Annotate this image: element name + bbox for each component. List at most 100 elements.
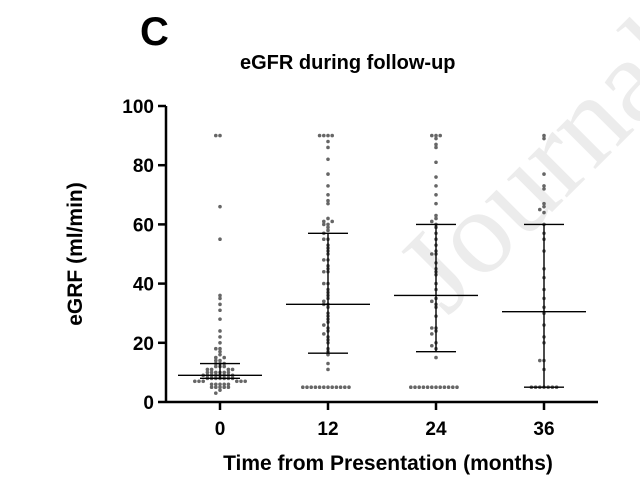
data-point: [322, 133, 326, 138]
x-tick-label: 0: [215, 419, 226, 440]
data-point: [326, 145, 330, 150]
data-point: [218, 308, 222, 313]
x-tick-label: 12: [317, 419, 338, 440]
data-point: [446, 385, 451, 390]
data-point: [218, 358, 222, 363]
data-point: [301, 385, 305, 390]
data-point: [214, 133, 218, 138]
data-point: [438, 133, 443, 138]
data-point: [434, 136, 438, 141]
data-point: [338, 385, 343, 390]
data-point: [542, 184, 546, 188]
data-point: [322, 269, 326, 274]
data-point: [326, 139, 330, 144]
data-point: [330, 219, 335, 224]
data-point: [205, 370, 210, 375]
data-point: [209, 367, 214, 372]
data-point: [343, 385, 347, 390]
data-point: [326, 172, 330, 176]
data-points: [193, 133, 559, 395]
data-point: [542, 204, 546, 209]
data-point: [239, 379, 243, 384]
data-point: [209, 370, 214, 375]
data-point: [326, 198, 330, 203]
data-point: [209, 385, 214, 390]
y-tick-label: 100: [122, 97, 154, 118]
data-point: [218, 296, 222, 301]
data-point: [542, 210, 546, 215]
data-point: [434, 201, 438, 206]
data-point: [334, 385, 339, 390]
data-point: [326, 184, 330, 188]
data-point: [430, 343, 434, 348]
data-point: [322, 281, 326, 286]
axes: [164, 106, 598, 404]
data-point: [235, 379, 239, 384]
y-tick-label: 60: [133, 215, 154, 236]
panel-label: C: [140, 10, 169, 54]
y-tick-label: 0: [143, 393, 154, 414]
data-point: [218, 204, 222, 209]
data-point: [434, 142, 438, 147]
data-point: [434, 385, 438, 390]
data-point: [430, 332, 434, 336]
data-point: [317, 385, 322, 390]
data-point: [322, 219, 326, 224]
data-point: [322, 299, 326, 304]
data-point: [226, 382, 231, 387]
data-point: [451, 385, 455, 390]
data-point: [226, 370, 231, 375]
y-tick-label: 20: [133, 334, 154, 355]
y-ticks: 0 20 40 60 80 100: [122, 97, 166, 414]
data-point: [218, 388, 222, 392]
data-point: [226, 367, 231, 372]
data-point: [430, 252, 434, 256]
data-point: [542, 172, 546, 176]
data-point: [313, 385, 318, 390]
data-point: [542, 136, 546, 141]
data-point: [214, 385, 218, 390]
data-point: [434, 355, 438, 360]
data-point: [413, 385, 417, 390]
data-point: [542, 133, 546, 138]
data-point: [330, 133, 335, 138]
data-point: [193, 379, 197, 384]
data-point: [326, 228, 330, 233]
data-point: [326, 385, 330, 390]
y-axis-title: eGRF (ml/min): [64, 182, 87, 326]
data-point: [326, 201, 330, 206]
data-point: [322, 323, 326, 327]
data-point: [214, 346, 218, 351]
x-axis-title: Time from Presentation (months): [223, 452, 553, 475]
data-point: [434, 145, 438, 150]
data-point: [222, 364, 226, 369]
data-point: [214, 364, 218, 369]
data-point: [214, 370, 218, 375]
y-tick-label: 80: [133, 156, 154, 177]
data-point: [317, 133, 322, 138]
data-point: [434, 213, 438, 218]
x-tick-label: 36: [533, 419, 554, 440]
data-point: [417, 385, 422, 390]
data-point: [434, 193, 438, 197]
data-point: [538, 358, 542, 363]
data-point: [434, 184, 438, 188]
data-point: [326, 367, 330, 372]
data-point: [322, 385, 326, 390]
data-point: [455, 385, 459, 390]
data-point: [309, 385, 314, 390]
data-point: [330, 385, 335, 390]
data-point: [243, 379, 247, 384]
data-point: [434, 160, 438, 165]
data-point: [347, 385, 351, 390]
data-point: [222, 370, 226, 375]
data-point: [218, 237, 222, 241]
data-point: [430, 326, 434, 330]
data-point: [421, 385, 426, 390]
data-point: [197, 379, 201, 384]
data-point: [430, 219, 434, 224]
data-point: [222, 355, 226, 360]
data-point: [442, 385, 447, 390]
data-point: [214, 391, 218, 395]
